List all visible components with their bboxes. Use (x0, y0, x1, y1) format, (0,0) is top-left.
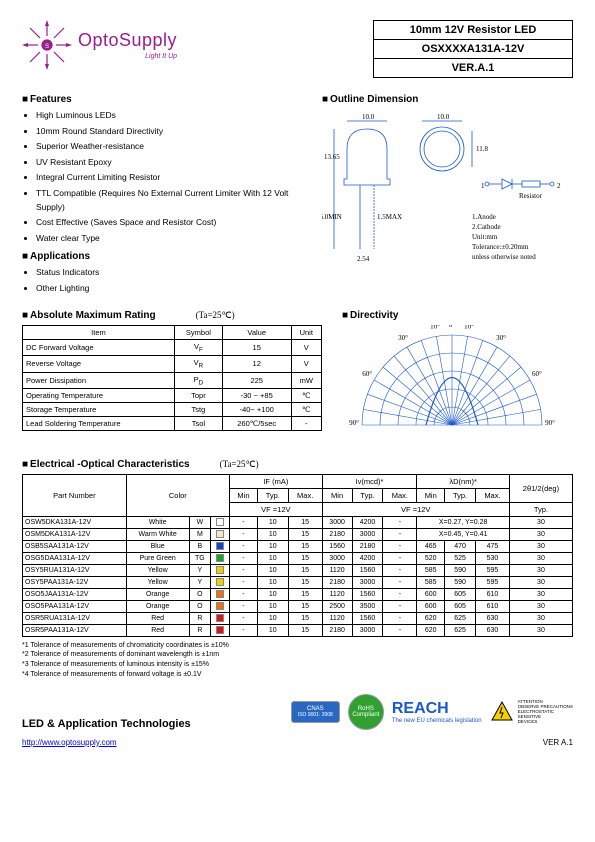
website-link[interactable]: http://www.optosupply.com (22, 738, 117, 747)
logo-icon: S (22, 20, 72, 70)
svg-text:S: S (45, 44, 49, 50)
svg-text:Resistor: Resistor (519, 192, 543, 200)
applications-list: Status Indicators Other Lighting (22, 266, 302, 295)
svg-text:10.0: 10.0 (362, 113, 375, 121)
logo-block: S OptoSupply Light It Up (22, 20, 177, 70)
svg-text:1: 1 (481, 182, 485, 190)
svg-text:90°: 90° (349, 419, 359, 427)
applications-heading: Applications (22, 251, 302, 262)
svg-text:Tolerance:±0.20mm: Tolerance:±0.20mm (472, 243, 529, 251)
outline-drawing: 10.0 13.65 26.0MIN 1.5MAX 2.54 10.0 11.8… (322, 109, 572, 279)
svg-text:0°: 0° (449, 325, 456, 329)
svg-text:1.Anode: 1.Anode (472, 213, 496, 221)
svg-text:unless otherwise noted: unless otherwise noted (472, 253, 536, 261)
feature-item: High Luminous LEDs (36, 109, 302, 123)
esd-icon (490, 700, 514, 724)
svg-text:60°: 60° (362, 370, 372, 378)
svg-text:1.5MAX: 1.5MAX (377, 213, 402, 221)
eoc-table: Part NumberColorIF (mA)Iv(mcd)*λD(nm)*2θ… (22, 474, 573, 637)
eoc-condition: (Ta=25℃) (220, 459, 259, 470)
svg-text:26.0MIN: 26.0MIN (322, 213, 342, 221)
version-footer: VER A.1 (543, 738, 573, 747)
header: S OptoSupply Light It Up 10mm 12V Resist… (22, 20, 573, 78)
feature-item: UV Resistant Epoxy (36, 156, 302, 170)
title-partno: OSXXXXA131A-12V (373, 40, 573, 59)
svg-text:30°: 30° (496, 334, 506, 342)
svg-text:2: 2 (557, 182, 561, 190)
cnas-badge: CNASISO 9001: 2008 (291, 701, 340, 723)
svg-text:30°: 30° (398, 334, 408, 342)
footer: LED & Application Technologies CNASISO 9… (22, 694, 573, 730)
rohs-badge: RoHS Compliant (348, 694, 384, 730)
outline-heading: Outline Dimension (322, 94, 572, 105)
feature-item: Integral Current Limiting Resistor (36, 171, 302, 185)
feature-item: 10mm Round Standard Directivity (36, 125, 302, 139)
features-list: High Luminous LEDs 10mm Round Standard Di… (22, 109, 302, 245)
application-item: Other Lighting (36, 282, 302, 296)
feature-item: Cost Effective (Saves Space and Resistor… (36, 216, 302, 230)
svg-text:10.0: 10.0 (437, 113, 450, 121)
badges: CNASISO 9001: 2008 RoHS Compliant REACHT… (291, 694, 573, 730)
svg-text:10°: 10° (464, 325, 474, 330)
features-heading: Features (22, 94, 302, 105)
amr-heading: Absolute Maximum Rating (22, 310, 156, 321)
svg-text:60°: 60° (532, 370, 542, 378)
feature-item: Water clear Type (36, 232, 302, 246)
title-product: 10mm 12V Resistor LED (373, 20, 573, 40)
tagline: Light It Up (78, 53, 177, 60)
svg-text:Unit:mm: Unit:mm (472, 233, 498, 241)
amr-condition: (Ta=25℃) (196, 310, 235, 321)
eoc-heading: Electrical -Optical Characteristics (22, 459, 190, 470)
svg-text:2.Cathode: 2.Cathode (472, 223, 501, 231)
brand-name: OptoSupply (78, 30, 177, 51)
application-item: Status Indicators (36, 266, 302, 280)
reach-badge: REACHThe new EU chemicals legislation (392, 700, 482, 724)
bottom-line: http://www.optosupply.com VER A.1 (22, 738, 573, 747)
svg-text:90°: 90° (545, 419, 555, 427)
feature-item: TTL Compatible (Requires No External Cur… (36, 187, 302, 214)
feature-item: Superior Weather-resistance (36, 140, 302, 154)
svg-text:2.54: 2.54 (357, 255, 370, 263)
svg-text:11.8: 11.8 (476, 145, 488, 153)
footer-tagline: LED & Application Technologies (22, 718, 191, 730)
esd-badge: ATTENTION OBSERVE PRECAUTIONS ELECTROSTA… (490, 699, 573, 724)
svg-text:10°: 10° (430, 325, 440, 330)
footnotes: *1 Tolerance of measurements of chromati… (22, 641, 573, 680)
directivity-chart: 90° 60° 30° 10° 0° 10° 30° 60° 90° (342, 325, 562, 445)
svg-text:13.65: 13.65 (324, 153, 340, 161)
directivity-heading: Directivity (342, 310, 562, 321)
amr-table: ItemSymbolValueUnitDC Forward VoltageVF1… (22, 325, 322, 432)
title-box: 10mm 12V Resistor LED OSXXXXA131A-12V VE… (373, 20, 573, 78)
title-version: VER.A.1 (373, 59, 573, 78)
